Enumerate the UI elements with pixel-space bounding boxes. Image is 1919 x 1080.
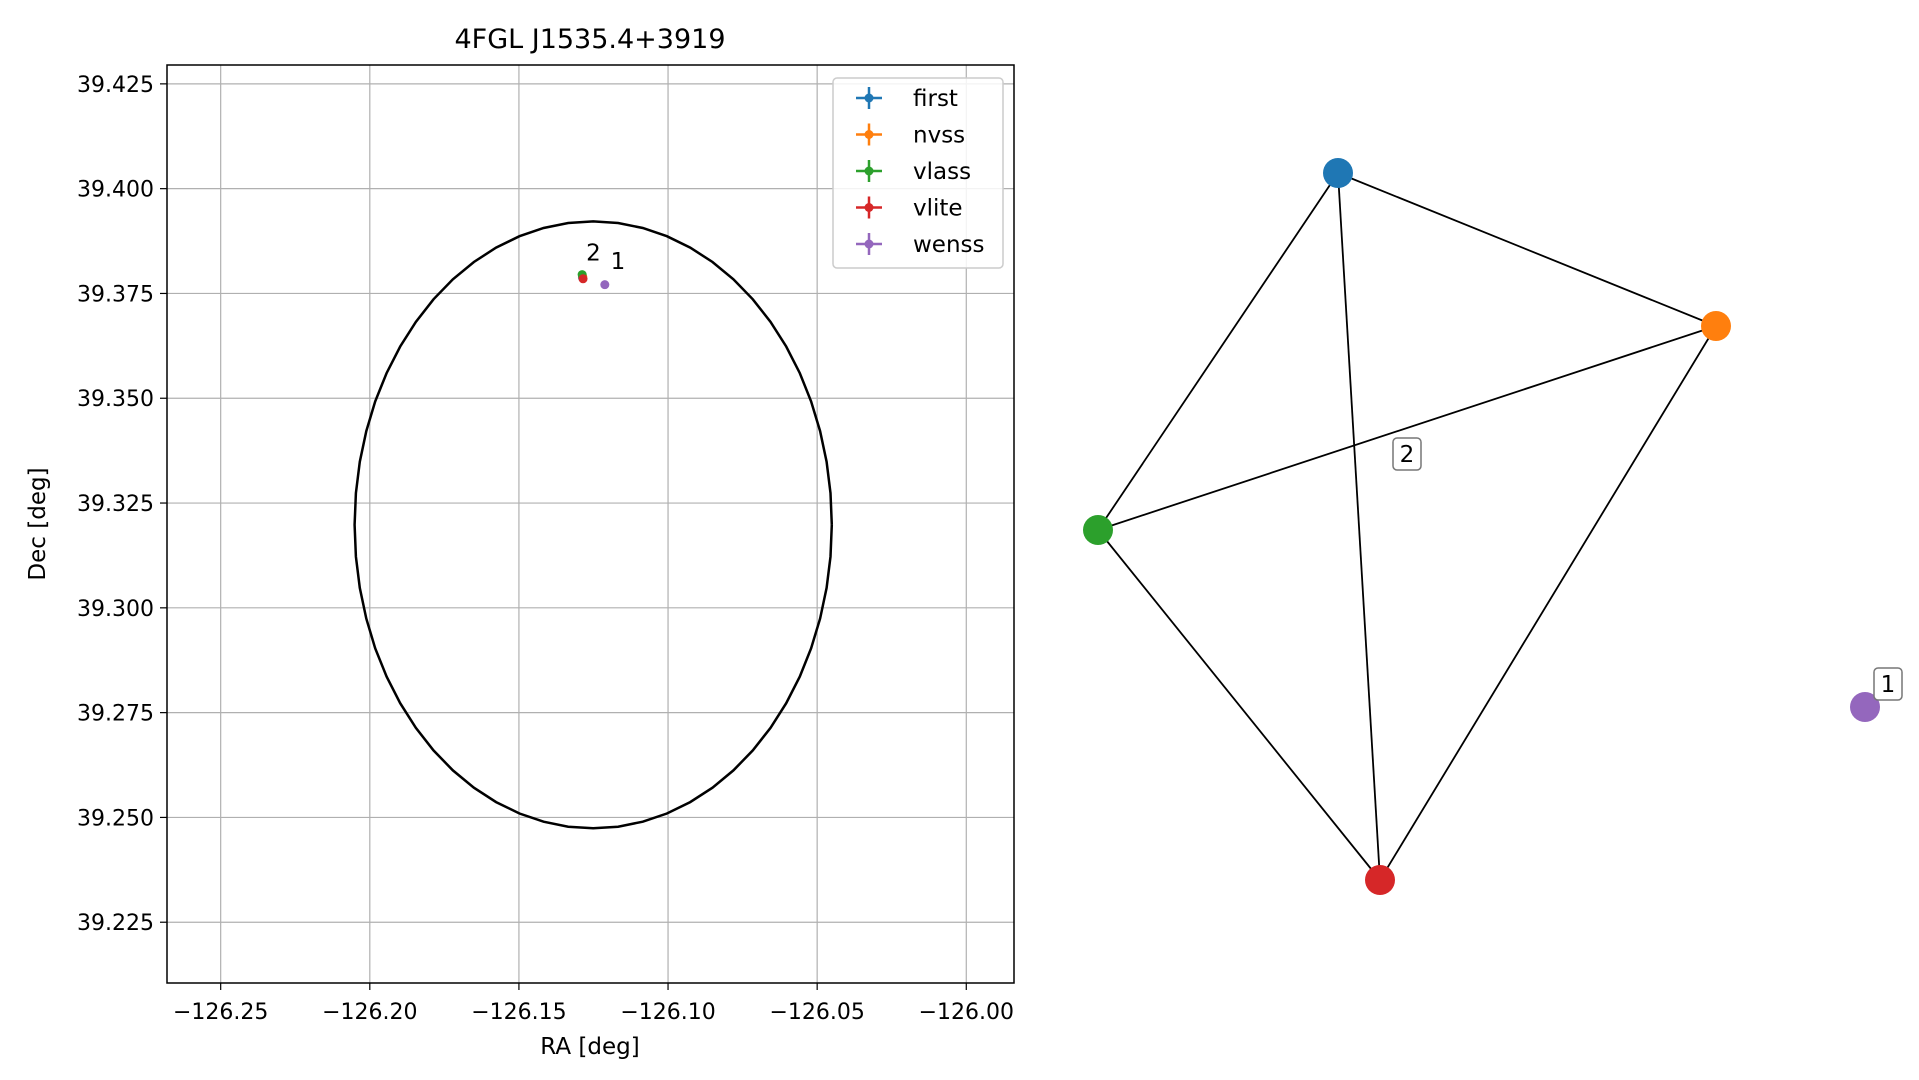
point-label: 2 <box>586 240 601 266</box>
plot-frame <box>166 64 1015 984</box>
x-axis-label: RA [deg] <box>540 1034 639 1060</box>
x-axis-ticks: −126.25 −126.20 −126.15 −126.10 −126.05 −126.… <box>173 983 1014 1025</box>
legend-item-first: first <box>856 86 958 112</box>
x-tick-label: −126.25 <box>173 1000 268 1025</box>
y-tick-label: 39.375 <box>77 282 154 307</box>
data-points <box>577 270 610 290</box>
group-label-2: 2 <box>1392 437 1422 471</box>
y-axis-ticks: 39.225 39.250 39.275 39.300 39.325 39.350 39.3… <box>77 73 167 936</box>
y-axis-label: Dec [deg] <box>25 467 51 580</box>
group-label-2-text: 2 <box>1400 442 1415 468</box>
node-first <box>1323 158 1353 188</box>
point-vlite <box>578 274 588 284</box>
y-tick-label: 39.275 <box>77 702 154 727</box>
y-tick-label: 39.425 <box>77 73 154 98</box>
group-label-1-text: 1 <box>1881 672 1896 698</box>
edge-nvss-vlite <box>1379 325 1717 881</box>
node-wenss <box>1850 692 1880 722</box>
y-tick-label: 39.400 <box>77 178 154 203</box>
edge-first-vlass <box>1097 172 1339 531</box>
graph-edges <box>1097 172 1717 881</box>
edge-vlass-vlite <box>1097 529 1381 881</box>
x-tick-label: −126.05 <box>769 1000 864 1025</box>
x-tick-label: −126.20 <box>322 1000 417 1025</box>
edge-first-nvss <box>1337 172 1717 327</box>
network-graph: 2 1 <box>1083 158 1903 895</box>
legend-box <box>832 77 1004 269</box>
node-nvss <box>1701 311 1731 341</box>
legend-marker-dot <box>864 203 874 212</box>
edge-first-vlite <box>1337 172 1381 881</box>
y-tick-label: 39.225 <box>77 911 154 936</box>
legend-marker-dot <box>864 130 874 139</box>
legend-label: nvss <box>913 123 965 149</box>
node-vlite <box>1365 865 1395 895</box>
legend-item-vlite: vlite <box>856 196 963 222</box>
legend-label: wenss <box>913 232 985 258</box>
y-tick-label: 39.250 <box>77 806 154 831</box>
legend-item-vlass: vlass <box>856 159 971 185</box>
y-tick-label: 39.350 <box>77 387 154 412</box>
legend-item-wenss: wenss <box>856 232 985 258</box>
legend-marker-dot <box>864 166 874 176</box>
legend-marker-dot <box>864 239 874 249</box>
legend-label: first <box>913 86 958 112</box>
y-tick-label: 39.300 <box>77 597 154 622</box>
x-tick-label: −126.15 <box>471 1000 566 1025</box>
point-wenss <box>600 280 610 290</box>
x-tick-label: −126.10 <box>620 1000 715 1025</box>
y-tick-label: 39.325 <box>77 492 154 517</box>
group-label-1: 1 <box>1873 667 1903 701</box>
chart-title: 4FGL J1535.4+3919 <box>454 24 725 55</box>
point-label: 1 <box>611 249 626 275</box>
legend-item-nvss: nvss <box>856 123 965 149</box>
legend-label: vlite <box>913 196 963 222</box>
legend-marker-dot <box>864 93 874 103</box>
uncertainty-ellipse <box>353 220 834 830</box>
node-vlass <box>1083 515 1113 545</box>
x-tick-label: −126.00 <box>919 1000 1014 1025</box>
legend-label: vlass <box>913 159 971 185</box>
edge-nvss-vlass <box>1097 325 1717 531</box>
legend: first nvss vlass vlite wenss <box>832 77 1004 269</box>
graph-nodes <box>1083 158 1880 895</box>
